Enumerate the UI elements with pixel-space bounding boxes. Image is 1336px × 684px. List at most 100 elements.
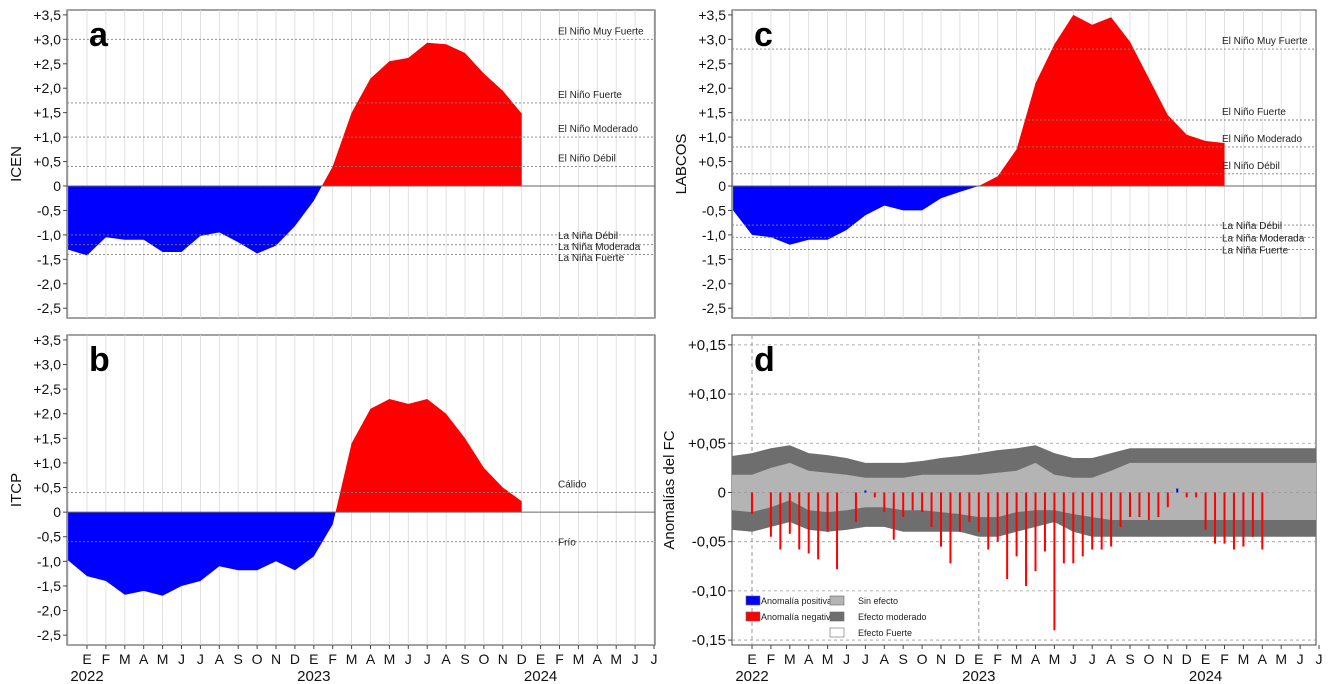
x-month-label: M [784, 651, 796, 667]
legend: Anomalía positiva Anomalía negativa Sin ef… [745, 595, 927, 638]
x-month-label: J [405, 651, 412, 667]
x-year-label: 2024 [524, 668, 557, 684]
y-tick-label: -1,0 [37, 553, 61, 569]
y-tick-label: +3,0 [33, 357, 61, 373]
threshold-label: El Niño Débil [558, 153, 616, 164]
y-tick-label: -1,5 [37, 251, 61, 267]
panel-d: +0,15 +0,10 +0,05 0 -0,05 -0,10 -0,15 Anomalías… [661, 334, 1323, 684]
legend-label: Anomalía negativa [761, 612, 836, 622]
y-tick-label: -0,5 [37, 529, 61, 545]
x-month-label: M [1011, 651, 1023, 667]
y-axis-label: ICEN [8, 146, 25, 182]
no-effect-band [732, 462, 1316, 520]
threshold-label: El Niño Débil [1222, 161, 1280, 172]
x-month-label: A [1031, 651, 1041, 667]
y-tick-label: +2,5 [33, 381, 61, 397]
x-month-label: A [1106, 651, 1116, 667]
panel-letter: b [89, 341, 110, 379]
panel-letter: c [754, 16, 773, 54]
x-month-label: M [610, 651, 622, 667]
x-month-label: J [1297, 651, 1304, 667]
x-month-label: M [346, 651, 358, 667]
y-tick-label: -0,5 [702, 202, 726, 218]
x-month-label: F [993, 651, 1002, 667]
threshold-label: El Niño Muy Fuerte [558, 26, 644, 37]
y-tick-label: +3,5 [698, 7, 726, 23]
x-month-label: O [1143, 651, 1154, 667]
y-tick-label: -2,0 [37, 603, 61, 619]
positive-anomaly-area [321, 42, 522, 186]
x-month-label: A [593, 651, 603, 667]
x-month-label: O [252, 651, 263, 667]
y-tick-label: -1,0 [37, 227, 61, 243]
y-tick-label: +1,5 [698, 105, 726, 121]
threshold-label: El Niño Fuerte [558, 90, 622, 101]
y-tick-label: 0 [53, 504, 61, 520]
y-axis-label: LABCOS [673, 134, 690, 195]
x-month-label: M [1238, 651, 1250, 667]
x-month-label: S [1125, 651, 1134, 667]
threshold-label: Frío [558, 538, 576, 549]
threshold-label: El Niño Moderado [558, 124, 638, 135]
y-tick-label: +3,5 [33, 332, 61, 348]
threshold-label: Cálido [558, 479, 587, 490]
x-month-label: E [974, 651, 983, 667]
legend-label: Anomalía positiva [761, 596, 832, 606]
x-year-label: 2022 [735, 668, 768, 684]
x-year-label: 2024 [1189, 668, 1222, 684]
x-month-label: D [955, 651, 965, 667]
x-month-label: F [767, 651, 776, 667]
y-tick-label: -0,10 [692, 583, 726, 600]
legend-swatch [745, 595, 761, 606]
y-tick-label: 0 [53, 178, 61, 194]
x-month-label: M [384, 651, 396, 667]
x-month-label: E [536, 651, 545, 667]
x-month-label: J [424, 651, 431, 667]
x-month-label: J [197, 651, 204, 667]
y-tick-label: +1,5 [33, 430, 61, 446]
threshold-label: La Niña Fuerte [558, 253, 625, 264]
panel-letter: d [754, 341, 775, 379]
y-tick-label: +2,5 [698, 56, 726, 72]
x-month-label: S [460, 651, 469, 667]
y-tick-label: +0,5 [33, 480, 61, 496]
x-month-label: O [478, 651, 489, 667]
y-axis-label: ITCP [8, 473, 25, 507]
panel-c: +3,5 +3,0 +2,5 +2,0 +1,5 +1,0 +0,5 0 -0,5 -1,0 -1,… [673, 7, 1317, 319]
x-month-label: F [1220, 651, 1229, 667]
y-tick-label: +2,0 [33, 80, 61, 96]
x-month-label: D [1182, 651, 1192, 667]
x-month-label: N [498, 651, 508, 667]
legend-swatch [829, 611, 845, 622]
y-axis-label: Anomalías del FC [661, 430, 678, 549]
panel-a: +3,5 +3,0 +2,5 +2,0 +1,5 +1,0 +0,5 0 -0,5 -1,0 -1,… [8, 7, 656, 319]
x-month-label: J [843, 651, 850, 667]
y-tick-label: -0,05 [692, 534, 726, 551]
y-tick-label: 0 [718, 178, 726, 194]
x-month-label: A [441, 651, 451, 667]
legend-swatch [829, 627, 845, 638]
x-year-label: 2022 [70, 668, 103, 684]
y-tick-label: -1,0 [702, 227, 726, 243]
y-tick-label: -2,5 [37, 627, 61, 643]
threshold-label: La Niña Fuerte [1222, 246, 1289, 257]
y-tick-label: +3,0 [698, 31, 726, 47]
x-month-label: F [102, 651, 111, 667]
y-tick-label: +2,5 [33, 56, 61, 72]
x-month-label: D [290, 651, 300, 667]
x-month-label: M [573, 651, 585, 667]
legend-label: Efecto moderado [858, 612, 927, 622]
y-tick-label: +2,0 [698, 80, 726, 96]
y-tick-label: -2,0 [702, 276, 726, 292]
x-month-label: J [651, 651, 658, 667]
y-tick-label: 0 [718, 484, 726, 501]
x-month-label: J [178, 651, 185, 667]
x-month-label: J [1316, 651, 1323, 667]
threshold-label: El Niño Moderado [1222, 134, 1302, 145]
threshold-label: El Niño Muy Fuerte [1222, 36, 1308, 47]
y-tick-label: +2,0 [33, 406, 61, 422]
threshold-label: La Niña Débil [1222, 221, 1282, 232]
legend-label: Efecto Fuerte [858, 628, 912, 638]
y-tick-label: -2,5 [702, 300, 726, 316]
